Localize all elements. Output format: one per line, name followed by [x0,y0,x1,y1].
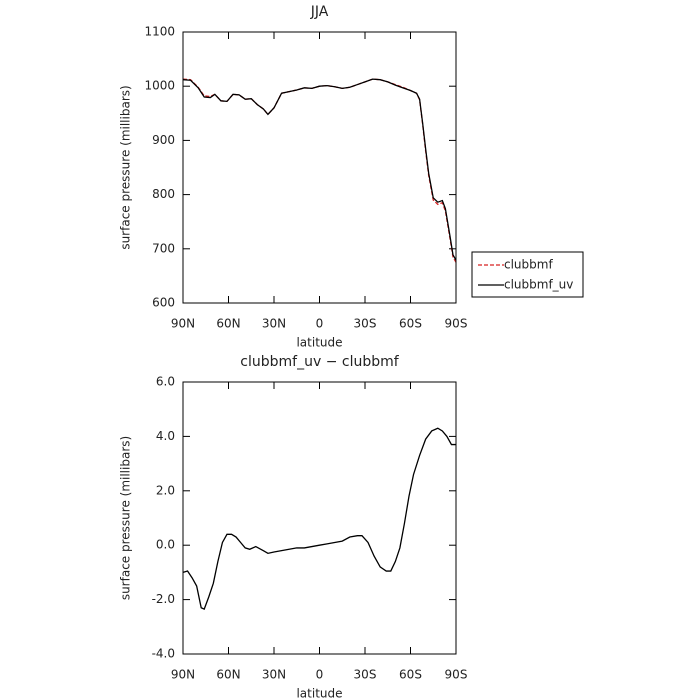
x-tick-label: 30S [354,317,377,331]
x-axis-label: latitude [296,687,342,700]
y-tick-label: -4.0 [152,647,175,661]
y-tick-label: 2.0 [156,483,175,497]
panel: JJA latitude surface pressure (millibars) 9… [119,4,584,350]
legend-label: clubbmf_uv [504,278,573,292]
y-tick-label: 800 [152,187,175,201]
y-axis-label: surface pressure (millibars) [119,85,133,249]
y-tick-label: 0.0 [156,538,175,552]
y-axis-label: surface pressure (millibars) [119,436,133,600]
line [182,427,456,610]
x-tick-label: 90N [171,668,195,682]
chart-title: clubbmf_uv − clubbmf [240,354,399,370]
x-tick-label: 60N [216,317,240,331]
x-tick-label: 0 [316,668,324,682]
x-tick-label: 60S [399,317,422,331]
x-tick-label: 30N [262,668,286,682]
legend-label: clubbmf [504,258,553,272]
x-tick-label: 60S [399,668,422,682]
y-tick-label: 700 [152,241,175,255]
x-tick-label: 90S [445,668,468,682]
y-tick-label: 6.0 [156,375,175,389]
plot-frame [182,31,457,304]
x-tick-label: 30N [262,317,286,331]
y-tick-label: -2.0 [152,592,175,606]
line [182,78,457,261]
x-tick-label: 0 [316,317,324,331]
chart-title: JJA [310,4,329,20]
y-tick-label: 1100 [144,25,175,39]
y-tick-label: 600 [152,296,175,310]
x-tick-label: 30S [354,668,377,682]
x-tick-label: 90S [445,317,468,331]
panel: clubbmf_uv − clubbmf latitude surface pres… [119,354,468,700]
y-tick-label: 1000 [144,79,175,93]
x-axis-label: latitude [296,336,342,350]
legend-box [471,251,584,298]
line [182,78,457,263]
y-tick-label: 900 [152,133,175,147]
x-tick-label: 90N [171,317,195,331]
x-tick-label: 60N [216,668,240,682]
plot-frame [182,381,457,655]
y-tick-label: 4.0 [156,429,175,443]
